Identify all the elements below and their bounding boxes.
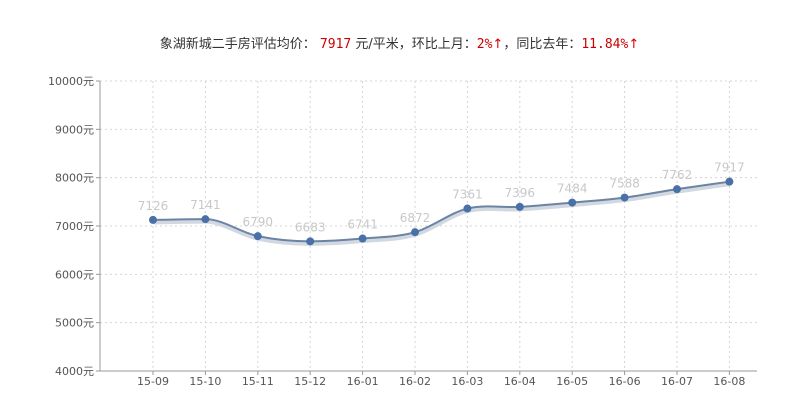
axes <box>96 80 757 375</box>
x-tick-label: 15-09 <box>137 375 169 388</box>
x-tick-label: 15-11 <box>242 375 274 388</box>
data-labels: 7126 7141 6790 6683 6741 6872 7361 7396 7484 7588… <box>138 161 745 235</box>
data-label: 6790 <box>243 215 274 229</box>
yoy-arrow-icon: ↑ <box>628 37 640 52</box>
x-tick-label: 16-04 <box>504 375 536 388</box>
data-label: 7361 <box>452 188 483 202</box>
data-point <box>411 228 419 237</box>
mom-arrow-icon: ↑ <box>492 37 504 52</box>
x-tick-label: 16-01 <box>347 375 379 388</box>
data-points <box>149 177 734 246</box>
data-point <box>673 185 681 194</box>
data-label: 7141 <box>190 198 221 212</box>
series-line <box>152 180 730 243</box>
mom-value: 2% <box>476 37 493 52</box>
data-label: 6683 <box>295 220 326 234</box>
x-tick-label: 15-12 <box>294 375 326 388</box>
data-label: 7588 <box>609 177 640 191</box>
x-tick-label: 16-08 <box>713 375 745 388</box>
chart-title: 象湖新城二手房评估均价： 7917 元/平米，环比上月：2%↑，同比去年：11.… <box>0 33 799 52</box>
y-tick-label: 7000元 <box>55 220 94 233</box>
y-tick-label: 4000元 <box>55 365 94 378</box>
y-tick-label: 9000元 <box>55 123 94 136</box>
x-tick-label: 16-06 <box>609 375 641 388</box>
x-axis-labels: 15-09 15-10 15-11 15-12 16-01 16-02 16-03 16-04… <box>137 375 745 388</box>
y-tick-label: 8000元 <box>55 172 94 185</box>
data-label: 7396 <box>505 186 536 200</box>
data-point <box>253 232 262 241</box>
y-tick-label: 5000元 <box>55 317 94 330</box>
x-tick-label: 15-10 <box>189 375 221 388</box>
yoy-value: 11.84% <box>581 37 629 52</box>
x-tick-label: 16-07 <box>661 375 693 388</box>
data-point <box>306 237 315 246</box>
data-label: 7126 <box>138 199 169 213</box>
data-point <box>358 234 367 243</box>
data-label: 7917 <box>714 161 745 175</box>
data-point <box>620 193 629 202</box>
data-label: 6741 <box>347 218 378 232</box>
data-label: 7484 <box>557 182 588 196</box>
y-tick-label: 6000元 <box>55 268 94 281</box>
series-line-shadow <box>152 181 730 246</box>
series <box>152 180 730 246</box>
data-point <box>463 204 472 213</box>
data-point <box>149 215 157 224</box>
y-axis-labels: 4000元 5000元 6000元 7000元 8000元 9000元 10000元 <box>48 75 94 378</box>
data-point <box>201 215 210 224</box>
data-point <box>725 177 734 186</box>
x-tick-label: 16-02 <box>399 375 431 388</box>
yoy-label: ，同比去年： <box>503 37 582 52</box>
title-prefix: 象湖新城二手房评估均价： <box>159 37 316 52</box>
price-unit: 元/平米，环比上月： <box>355 37 477 52</box>
x-tick-label: 16-03 <box>451 375 483 388</box>
data-label: 6872 <box>400 211 431 225</box>
x-tick-label: 16-05 <box>556 375 588 388</box>
data-label: 7762 <box>662 168 693 182</box>
data-point <box>568 198 577 207</box>
data-point <box>515 202 524 211</box>
y-tick-label: 10000元 <box>48 75 94 88</box>
price-value: 7917 <box>319 37 352 52</box>
grid <box>100 80 757 371</box>
